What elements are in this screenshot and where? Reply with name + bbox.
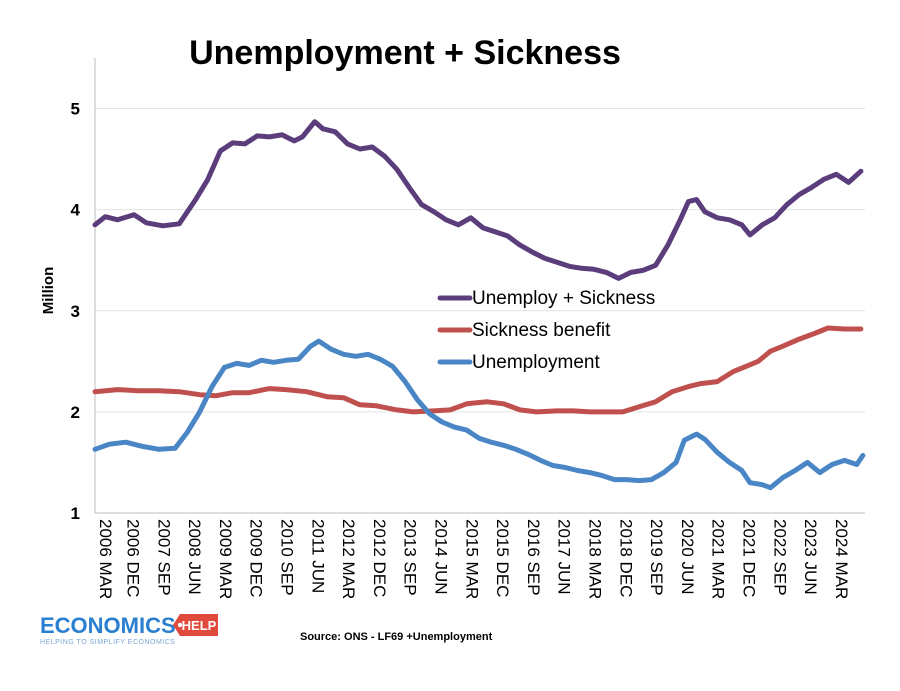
- source-note: Source: ONS - LF69 +Unemployment: [300, 631, 493, 643]
- legend-label: Sickness benefit: [472, 320, 611, 341]
- x-tick-label: 2009 DEC: [247, 519, 266, 597]
- series-lines: [92, 119, 866, 491]
- x-tick-label: 2012 DEC: [370, 519, 389, 597]
- x-tick-label: 2006 MAR: [96, 519, 115, 599]
- chart-title: Unemployment + Sickness: [189, 34, 621, 72]
- y-tick-label: 5: [71, 100, 80, 119]
- y-tick-labels: 1 2 3 4 5: [71, 100, 81, 523]
- x-tick-label: 2012 MAR: [339, 519, 358, 599]
- logo-tagline: HELPING TO SIMPLIFY ECONOMICS: [40, 639, 175, 646]
- y-tick-label: 2: [71, 403, 80, 422]
- series-line-2: [92, 338, 866, 491]
- x-tick-label: 2014 JUN: [432, 519, 451, 595]
- legend: Unemploy + Sickness Sickness benefit Unemp…: [437, 288, 655, 373]
- logo-badge-text: HELP: [182, 618, 217, 633]
- x-tick-label: 2017 JUN: [555, 519, 574, 595]
- x-tick-label: 2007 SEP: [154, 519, 173, 596]
- y-tick-label: 1: [71, 504, 80, 523]
- x-tick-label: 2015 MAR: [462, 519, 481, 599]
- x-tick-label: 2013 SEP: [401, 519, 420, 596]
- logo-help-badge: HELP: [173, 614, 218, 636]
- x-tick-label: 2015 DEC: [493, 519, 512, 597]
- x-tick-label: 2021 MAR: [709, 519, 728, 599]
- y-tick-label: 4: [71, 201, 81, 220]
- x-tick-label: 2018 DEC: [616, 519, 635, 597]
- x-tick-label: 2023 JUN: [801, 519, 820, 595]
- x-tick-labels: 2006 MAR 2006 DEC 2007 SEP 2008 JUN 2009 MAR…: [96, 519, 851, 599]
- y-tick-label: 3: [71, 302, 80, 321]
- x-tick-label: 2018 MAR: [586, 519, 605, 599]
- grid-lines: [95, 108, 865, 413]
- legend-label: Unemploy + Sickness: [472, 288, 655, 309]
- x-tick-label: 2020 JUN: [678, 519, 697, 595]
- x-tick-label: 2024 MAR: [832, 519, 851, 599]
- y-axis-label: Million: [40, 267, 57, 315]
- x-tick-label: 2022 SEP: [770, 519, 789, 596]
- x-tick-label: 2021 DEC: [740, 519, 759, 597]
- x-tick-label: 2009 MAR: [216, 519, 235, 599]
- x-tick-label: 2008 JUN: [185, 519, 204, 595]
- x-tick-label: 2016 SEP: [524, 519, 543, 596]
- x-tick-label: 2010 SEP: [278, 519, 297, 596]
- x-tick-label: 2011 JUN: [308, 519, 327, 593]
- x-tick-label: 2006 DEC: [124, 519, 143, 597]
- logo-wordmark: ECONOMICS: [40, 613, 176, 638]
- economics-help-logo: ECONOMICS HELP HELPING TO SIMPLIFY ECONO…: [40, 613, 218, 646]
- legend-label: Unemployment: [472, 352, 600, 373]
- series-line-1: [92, 325, 864, 415]
- x-tick-label: 2019 SEP: [647, 519, 666, 596]
- series-line-0: [92, 119, 864, 281]
